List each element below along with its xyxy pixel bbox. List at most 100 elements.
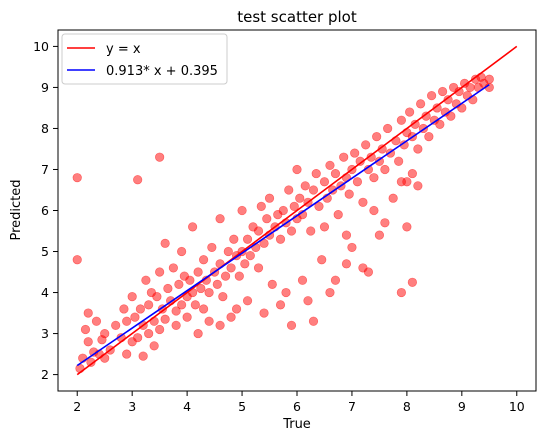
scatter-point	[308, 185, 319, 195]
legend: y = x 0.913* x + 0.395	[61, 33, 228, 85]
scatter-point	[435, 119, 445, 129]
scatter-point	[454, 86, 464, 97]
scatter-point	[437, 86, 448, 97]
scatter-point	[413, 181, 423, 191]
scatter-points	[72, 72, 494, 374]
scatter-point	[193, 328, 203, 339]
scatter-point	[182, 312, 192, 322]
scatter-point	[407, 168, 417, 179]
scatter-point	[160, 314, 170, 324]
scatter-point	[281, 287, 291, 298]
scatter-point	[300, 181, 310, 191]
scatter-point	[484, 74, 494, 84]
scatter-point	[204, 287, 214, 298]
scatter-point	[432, 103, 442, 113]
scatter-point	[369, 205, 379, 216]
scatter-point	[152, 292, 162, 302]
scatter-point	[303, 296, 313, 306]
scatter-point	[149, 316, 159, 326]
scatter-point	[135, 304, 146, 314]
scatter-point	[240, 259, 250, 269]
y-axis-title: Predicted	[9, 179, 24, 240]
scatter-point	[366, 152, 376, 162]
fit-line	[76, 83, 490, 367]
scatter-point	[190, 300, 200, 310]
scatter-point	[242, 234, 253, 244]
scatter-point	[421, 111, 431, 121]
scatter-point	[80, 324, 91, 335]
scatter-point	[223, 246, 233, 257]
x-tick-label: 7	[348, 399, 356, 414]
scatter-point	[443, 95, 453, 105]
scatter-point	[330, 168, 341, 179]
y-tick-label: 5	[41, 244, 49, 259]
scatter-point	[119, 304, 129, 314]
scatter-point	[144, 300, 154, 310]
chart-title: test scatter plot	[237, 8, 357, 26]
y-tick-label: 6	[41, 203, 49, 218]
scatter-point	[198, 304, 209, 314]
scatter-point	[185, 275, 195, 285]
scatter-point	[380, 218, 390, 228]
scatter-point	[369, 173, 379, 183]
scatter-point	[374, 156, 385, 166]
scatter-point	[396, 287, 406, 298]
legend-label-fit: 0.913* x + 0.395	[106, 64, 218, 79]
scatter-point	[319, 177, 330, 187]
scatter-point	[204, 316, 214, 326]
scatter-point	[284, 185, 294, 195]
y-tick-label: 10	[33, 39, 49, 54]
scatter-point	[275, 300, 286, 310]
scatter-point	[218, 292, 228, 302]
scatter-point	[168, 263, 178, 273]
scatter-point	[155, 267, 165, 277]
scatter-point	[319, 222, 330, 232]
scatter-point	[402, 177, 412, 187]
scatter-point	[286, 226, 297, 236]
x-axis: 2 3 4 5 6 7 8 9 10	[73, 391, 525, 414]
y-tick-label: 8	[41, 121, 49, 136]
scatter-point	[391, 136, 401, 146]
scatter-point	[446, 111, 456, 121]
scatter-point	[163, 283, 173, 294]
scatter-point	[75, 363, 85, 374]
scatter-point	[344, 189, 354, 199]
scatter-point	[237, 205, 247, 216]
scatter-point	[215, 214, 225, 224]
scatter-point	[171, 320, 181, 330]
scatter-point	[333, 210, 343, 220]
scatter-point	[226, 263, 236, 273]
x-tick-label: 3	[128, 399, 136, 414]
scatter-point	[83, 308, 93, 318]
x-tick-label: 8	[403, 399, 411, 414]
scatter-point	[177, 246, 187, 257]
scatter-point	[242, 296, 253, 306]
scatter-point	[306, 226, 316, 236]
scatter-point	[308, 316, 319, 326]
scatter-point	[264, 193, 275, 203]
scatter-point	[374, 230, 385, 240]
scatter-point	[141, 275, 151, 285]
scatter-point	[410, 119, 420, 129]
x-tick-label: 6	[293, 399, 301, 414]
scatter-point	[253, 226, 264, 236]
y-axis: 2 3 4 5 6 7 8 9 10	[33, 39, 58, 382]
scatter-point	[358, 263, 368, 273]
scatter-point	[396, 115, 406, 125]
scatter-point	[341, 230, 352, 240]
scatter-point	[289, 201, 299, 211]
scatter-point	[350, 148, 360, 158]
scatter-point	[196, 283, 206, 294]
x-tick-label: 5	[238, 399, 246, 414]
scatter-point	[262, 214, 272, 224]
scatter-point	[133, 175, 143, 185]
x-axis-title: True	[282, 417, 311, 432]
scatter-point	[427, 91, 437, 101]
scatter-point	[278, 205, 288, 216]
y-tick-label: 7	[41, 162, 49, 177]
scatter-point	[372, 132, 382, 142]
scatter-point	[352, 177, 363, 187]
scatter-point	[413, 144, 423, 154]
y-tick-label: 2	[41, 367, 49, 382]
